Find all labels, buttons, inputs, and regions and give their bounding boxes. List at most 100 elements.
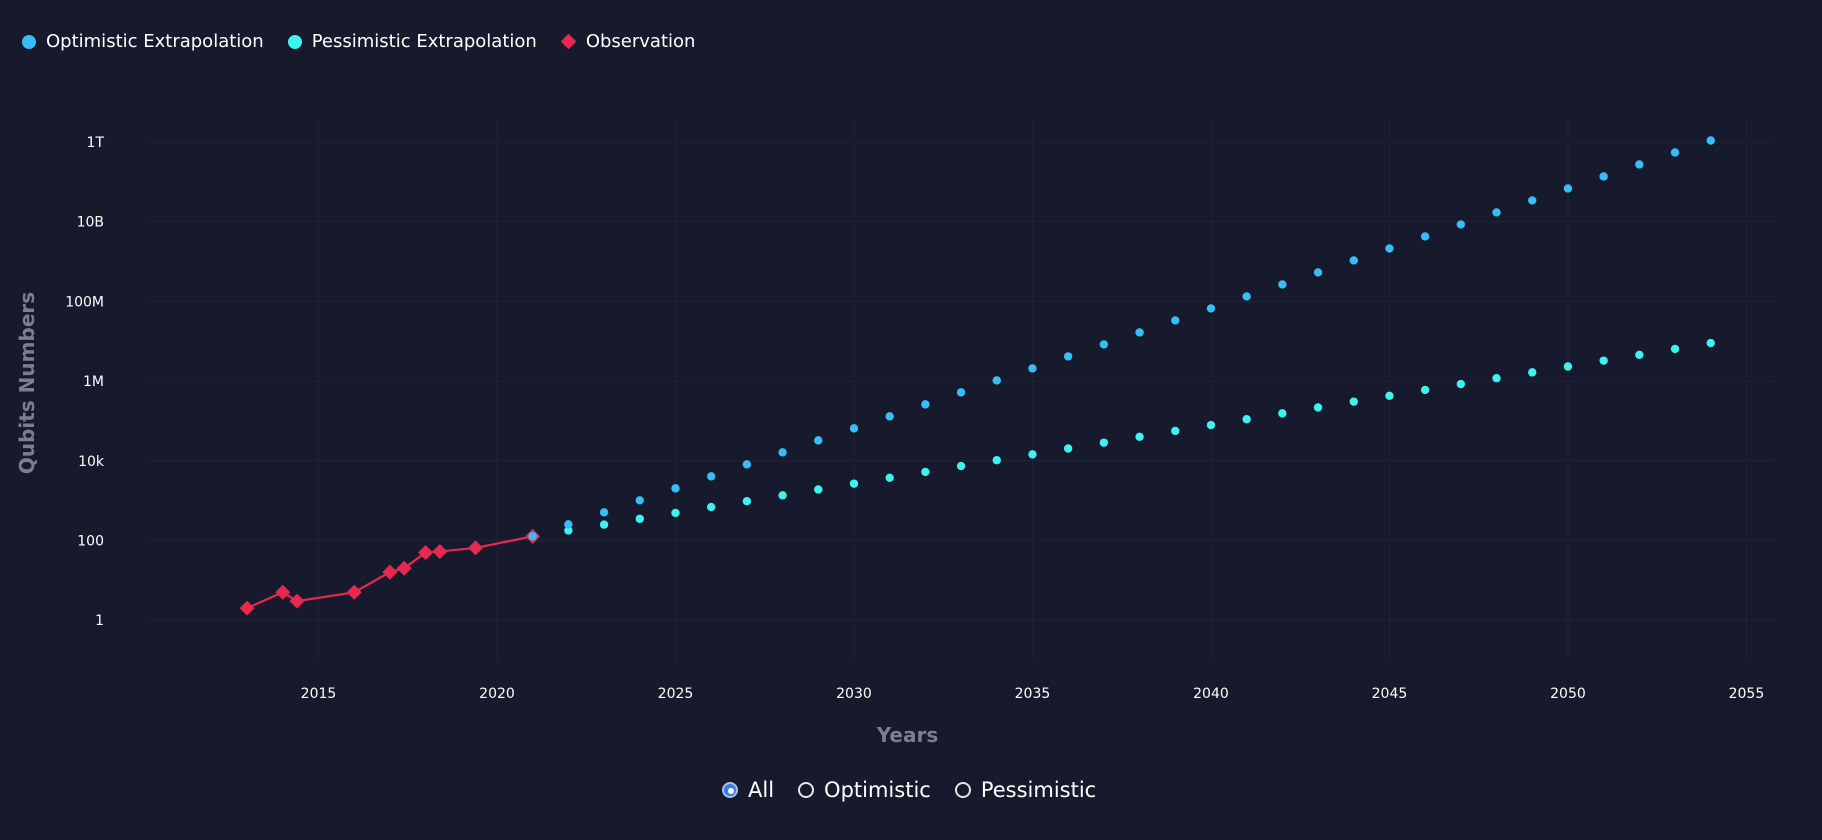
observation-point[interactable] — [418, 544, 434, 560]
legend-item[interactable]: Pessimistic Extrapolation — [287, 31, 537, 52]
pessimistic-point[interactable] — [1670, 344, 1680, 354]
y-tick-label: 1 — [95, 613, 104, 629]
radio-label: Pessimistic — [980, 778, 1097, 802]
x-tick-label: 2040 — [1193, 686, 1229, 702]
observation-point[interactable] — [396, 560, 412, 576]
optimistic-point[interactable] — [1313, 268, 1323, 277]
optimistic-point[interactable] — [528, 532, 537, 541]
pessimistic-point[interactable] — [564, 526, 573, 535]
pessimistic-point[interactable] — [1278, 409, 1287, 418]
optimistic-point[interactable] — [1171, 316, 1180, 325]
radio-circle[interactable] — [798, 782, 815, 798]
observation-point[interactable] — [289, 593, 305, 609]
pessimistic-point[interactable] — [1135, 432, 1144, 441]
radio-option-optimistic[interactable]: Optimistic — [798, 778, 931, 802]
optimistic-point[interactable] — [1599, 172, 1608, 181]
optimistic-point[interactable] — [1349, 256, 1358, 265]
legend-item[interactable]: Observation — [560, 31, 695, 52]
pessimistic-point[interactable] — [599, 520, 609, 529]
pessimistic-point[interactable] — [1206, 420, 1216, 430]
radio-circle[interactable] — [954, 782, 971, 798]
series-pessimistic-extrapolation — [528, 338, 1715, 541]
optimistic-point[interactable] — [1099, 340, 1109, 349]
optimistic-point[interactable] — [635, 496, 644, 505]
optimistic-point[interactable] — [814, 436, 823, 445]
y-axis-ticks: 1 100 10k 1M 100M 10B 1T — [65, 135, 105, 629]
pessimistic-point[interactable] — [635, 514, 644, 523]
x-axis-title: Years — [876, 723, 938, 747]
y-tick-label: 10B — [77, 215, 104, 231]
optimistic-point[interactable] — [849, 424, 859, 433]
pessimistic-point[interactable] — [1563, 362, 1573, 371]
observation-point[interactable] — [239, 600, 255, 616]
optimistic-point[interactable] — [1063, 352, 1073, 361]
optimistic-point[interactable] — [706, 472, 716, 481]
pessimistic-point[interactable] — [921, 467, 930, 477]
y-tick-label: 1T — [87, 135, 105, 151]
x-tick-label: 2055 — [1729, 686, 1765, 702]
optimistic-point[interactable] — [1528, 196, 1537, 205]
optimistic-point[interactable] — [1635, 160, 1644, 169]
optimistic-point[interactable] — [1670, 148, 1680, 157]
pessimistic-point[interactable] — [1242, 415, 1251, 424]
grid — [148, 120, 1775, 660]
pessimistic-point[interactable] — [778, 491, 787, 500]
radio-option-pessimistic[interactable]: Pessimistic — [954, 778, 1097, 802]
pessimistic-point[interactable] — [706, 502, 716, 512]
pessimistic-point[interactable] — [1420, 385, 1430, 395]
optimistic-point[interactable] — [1706, 136, 1715, 145]
optimistic-point[interactable] — [1420, 232, 1430, 241]
optimistic-point[interactable] — [992, 376, 1001, 385]
pessimistic-point[interactable] — [1313, 403, 1323, 412]
optimistic-point[interactable] — [1385, 244, 1394, 253]
pessimistic-point[interactable] — [885, 473, 894, 482]
optimistic-point[interactable] — [1278, 280, 1287, 289]
pessimistic-point[interactable] — [1635, 350, 1644, 359]
pessimistic-point[interactable] — [1171, 426, 1180, 436]
pessimistic-point[interactable] — [1349, 397, 1358, 406]
pessimistic-point[interactable] — [1528, 368, 1537, 377]
optimistic-point[interactable] — [885, 412, 894, 421]
legend-dot-marker — [287, 34, 302, 49]
pessimistic-point[interactable] — [1456, 379, 1466, 389]
optimistic-point[interactable] — [956, 388, 966, 397]
pessimistic-point[interactable] — [849, 479, 859, 488]
observation-point[interactable] — [432, 543, 448, 559]
pessimistic-point[interactable] — [1385, 391, 1394, 400]
optimistic-point[interactable] — [1563, 184, 1573, 193]
pessimistic-point[interactable] — [1492, 374, 1501, 383]
pessimistic-point[interactable] — [1706, 338, 1715, 348]
pessimistic-point[interactable] — [1028, 450, 1037, 459]
pessimistic-point[interactable] — [1099, 438, 1109, 447]
optimistic-point[interactable] — [778, 448, 787, 457]
optimistic-point[interactable] — [1028, 364, 1037, 373]
optimistic-point[interactable] — [564, 520, 573, 529]
pessimistic-point[interactable] — [1063, 444, 1073, 453]
radio-option-all[interactable]: All — [722, 778, 774, 802]
observation-point[interactable] — [275, 584, 291, 600]
observation-point[interactable] — [382, 564, 398, 580]
pessimistic-point[interactable] — [814, 485, 823, 494]
legend-item[interactable]: Optimistic Extrapolation — [22, 31, 264, 52]
pessimistic-point[interactable] — [742, 497, 752, 506]
pessimistic-point[interactable] — [1599, 356, 1608, 365]
optimistic-point[interactable] — [1242, 292, 1251, 301]
legend-label: Optimistic Extrapolation — [46, 31, 264, 52]
optimistic-point[interactable] — [742, 460, 752, 469]
x-tick-label: 2030 — [836, 686, 872, 702]
pessimistic-point[interactable] — [671, 508, 680, 518]
optimistic-point[interactable] — [599, 508, 609, 517]
optimistic-point[interactable] — [1492, 208, 1501, 217]
pessimistic-point[interactable] — [992, 456, 1001, 465]
observation-point[interactable] — [468, 540, 484, 556]
radio-circle[interactable] — [722, 782, 738, 798]
optimistic-point[interactable] — [1456, 220, 1466, 229]
observation-point[interactable] — [346, 584, 362, 600]
pessimistic-point[interactable] — [956, 461, 966, 471]
optimistic-point[interactable] — [1135, 328, 1144, 337]
y-axis-title: Qubits Numbers — [15, 292, 39, 474]
optimistic-point[interactable] — [1206, 304, 1216, 313]
optimistic-point[interactable] — [921, 400, 930, 409]
optimistic-point[interactable] — [671, 484, 680, 493]
